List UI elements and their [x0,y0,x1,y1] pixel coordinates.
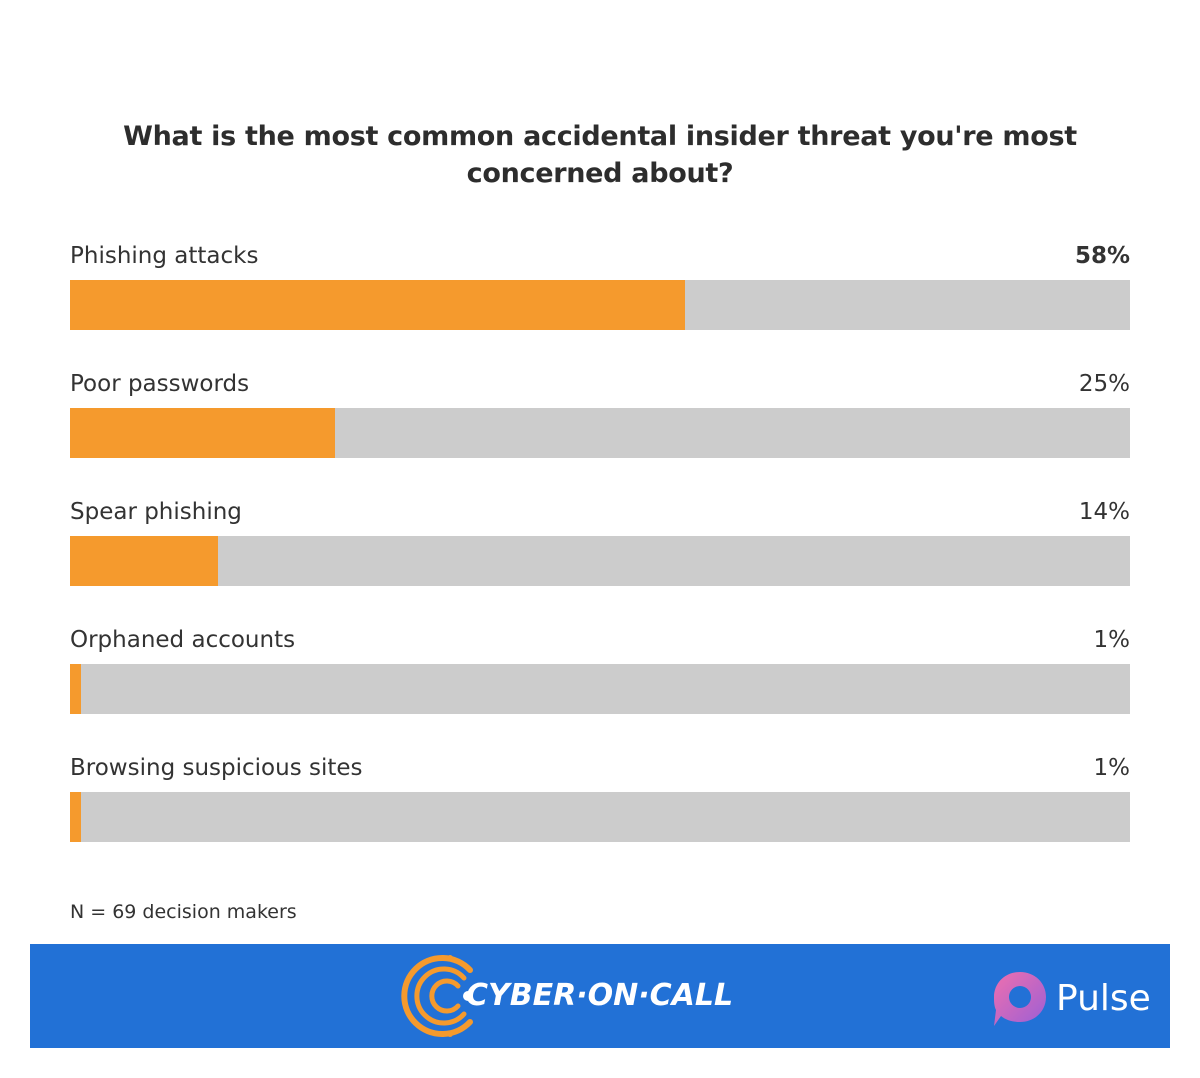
bar-value-label: 58% [1074,243,1130,269]
bar-label: Browsing suspicious sites [70,755,363,781]
bar-value-label: 1% [1093,627,1131,653]
bar-row: Browsing suspicious sites 1% [70,748,1130,876]
bar-row: Poor passwords 25% [70,364,1130,492]
bar-row: Phishing attacks 58% [70,236,1130,364]
bar-track [70,536,1130,586]
bar-track [70,792,1130,842]
bar-row: Orphaned accounts 1% [70,620,1130,748]
bar-row: Spear phishing 14% [70,492,1130,620]
bar-value-label: 1% [1093,755,1131,781]
bar-label: Phishing attacks [70,243,259,269]
cyber-on-call-logo-icon [401,955,473,1037]
bar [70,408,335,458]
bar-value-label: 25% [1078,371,1130,397]
pulse-logo-icon [994,972,1046,1026]
bar-label: Spear phishing [70,499,242,525]
bar [70,664,81,714]
bar-value-label: 14% [1078,499,1130,525]
bar [70,280,685,330]
bar-track [70,408,1130,458]
cyber-on-call-wordmark: CYBER·ON·CALL [466,978,734,1013]
sample-size-note: N = 69 decision makers [70,901,297,923]
footer-banner: CYBER·ON·CALL Pulse [30,944,1170,1048]
bar-label: Orphaned accounts [70,627,296,653]
bar [70,792,81,842]
bar-label: Poor passwords [70,371,250,397]
bar-track [70,280,1130,330]
bar-track [70,664,1130,714]
pulse-wordmark: Pulse [1056,978,1151,1019]
bar [70,536,218,586]
chart-title: What is the most common accidental insid… [123,121,1077,189]
bar-chart: Phishing attacks 58% Poor passwords 25% Spea… [70,236,1130,876]
